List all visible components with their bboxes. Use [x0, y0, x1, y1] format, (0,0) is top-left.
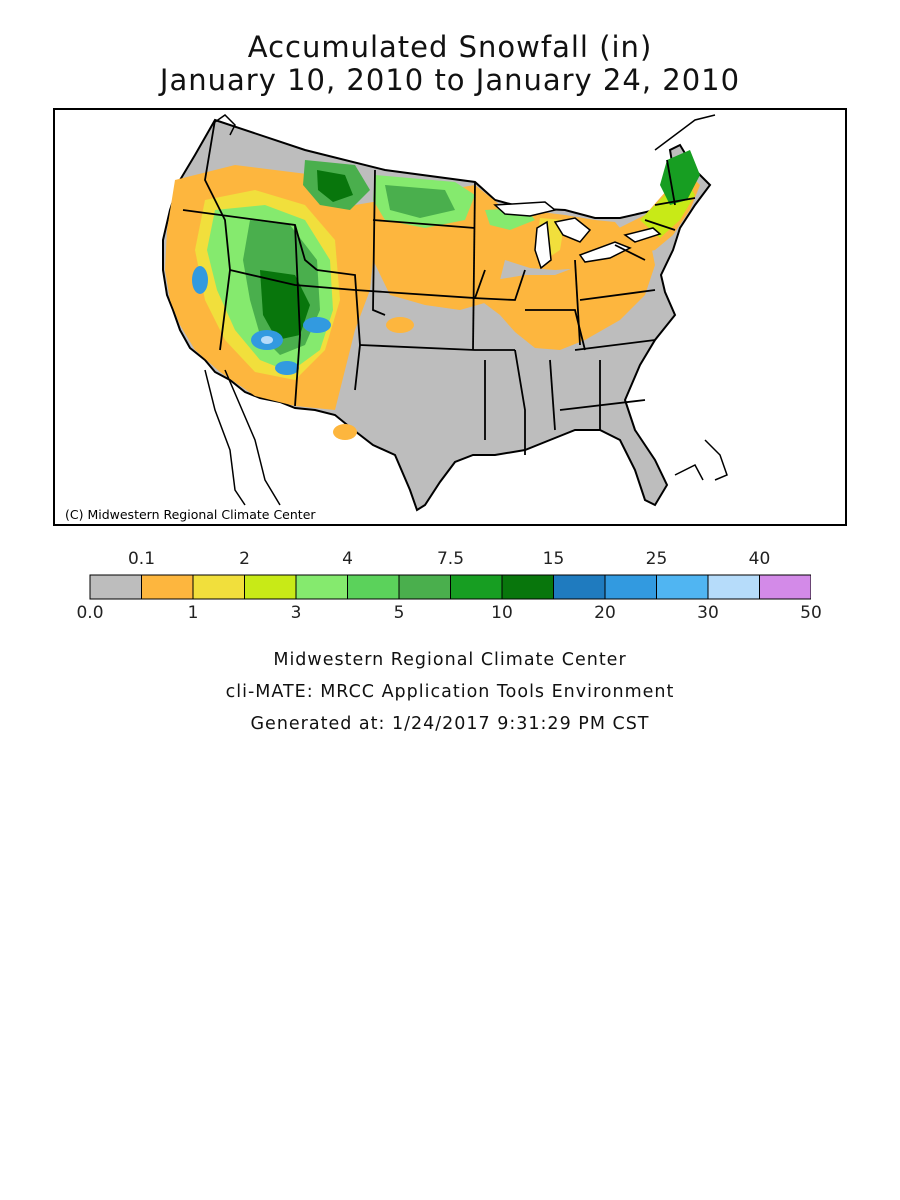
legend-top-label: 2: [239, 549, 250, 569]
legend-swatch-3-4: [295, 574, 348, 600]
copyright-label: (C) Midwestern Regional Climate Center: [63, 507, 318, 522]
snow-spot-kansas: [386, 317, 414, 333]
legend-top-label: 0.1: [127, 549, 156, 569]
snow-zone-green-dark-montana: [317, 170, 353, 202]
legend-swatch-4-5: [347, 574, 400, 600]
legend-bottom-label: 0.0: [76, 603, 104, 623]
snow-max-sierra: [192, 266, 208, 294]
great-lakes: [493, 201, 662, 270]
legend-swatch-20-25: [604, 574, 657, 600]
us-map: [162, 114, 728, 512]
legend-swatch-30-40: [707, 574, 760, 600]
snow-max-arizona-core: [261, 336, 273, 344]
legend-swatch-0.0-0.1: [89, 574, 142, 600]
legend-bottom-label: 1: [187, 603, 199, 623]
footer-application: cli-MATE: MRCC Application Tools Environ…: [225, 682, 675, 702]
legend-top-label: 25: [645, 549, 668, 569]
state-boundaries: [182, 119, 696, 455]
map-title: Accumulated Snowfall (in): [247, 30, 653, 64]
snow-zone-green-mid-maine: [660, 150, 700, 205]
legend-swatch-40-50: [759, 574, 811, 600]
legend-bottom-label: 30: [697, 603, 719, 623]
footer-organization: Midwestern Regional Climate Center: [273, 650, 627, 670]
legend-bottom-label: 5: [393, 603, 405, 623]
legend-swatch-0.1-1: [141, 574, 194, 600]
neighbor-coastlines: [204, 114, 728, 506]
legend-bottom-label: 10: [491, 603, 513, 623]
snow-spot-texas-panhandle: [333, 424, 357, 440]
footer-generated-at: Generated at: 1/24/2017 9:31:29 PM CST: [250, 714, 650, 734]
legend-swatch-25-30: [656, 574, 709, 600]
legend-top-label: 15: [542, 549, 565, 569]
legend-swatch-10-15: [501, 574, 554, 600]
legend-swatch-7.5-10: [450, 574, 503, 600]
snowfall-map: (C) Midwestern Regional Climate Center: [53, 108, 847, 526]
map-date-range: January 10, 2010 to January 24, 2010: [159, 63, 741, 97]
legend-top-label: 4: [342, 549, 353, 569]
legend-colorbar: [89, 574, 811, 600]
snow-zone-ohio-valley: [465, 240, 655, 350]
legend-top-label: 40: [748, 549, 771, 569]
legend-bottom-label: 50: [800, 603, 822, 623]
legend-bottom-label: 3: [290, 603, 302, 623]
legend-swatch-1-2: [192, 574, 245, 600]
legend-top-label: 7.5: [436, 549, 465, 569]
legend-swatch-2-3: [244, 574, 297, 600]
legend-bottom-label: 20: [594, 603, 616, 623]
snow-zone-green-mid-nodak: [385, 185, 455, 218]
legend-swatch-5-7.5: [398, 574, 451, 600]
snow-max-colorado: [303, 317, 331, 333]
legend-swatch-15-20: [553, 574, 606, 600]
snow-max-new-mexico: [275, 361, 299, 375]
